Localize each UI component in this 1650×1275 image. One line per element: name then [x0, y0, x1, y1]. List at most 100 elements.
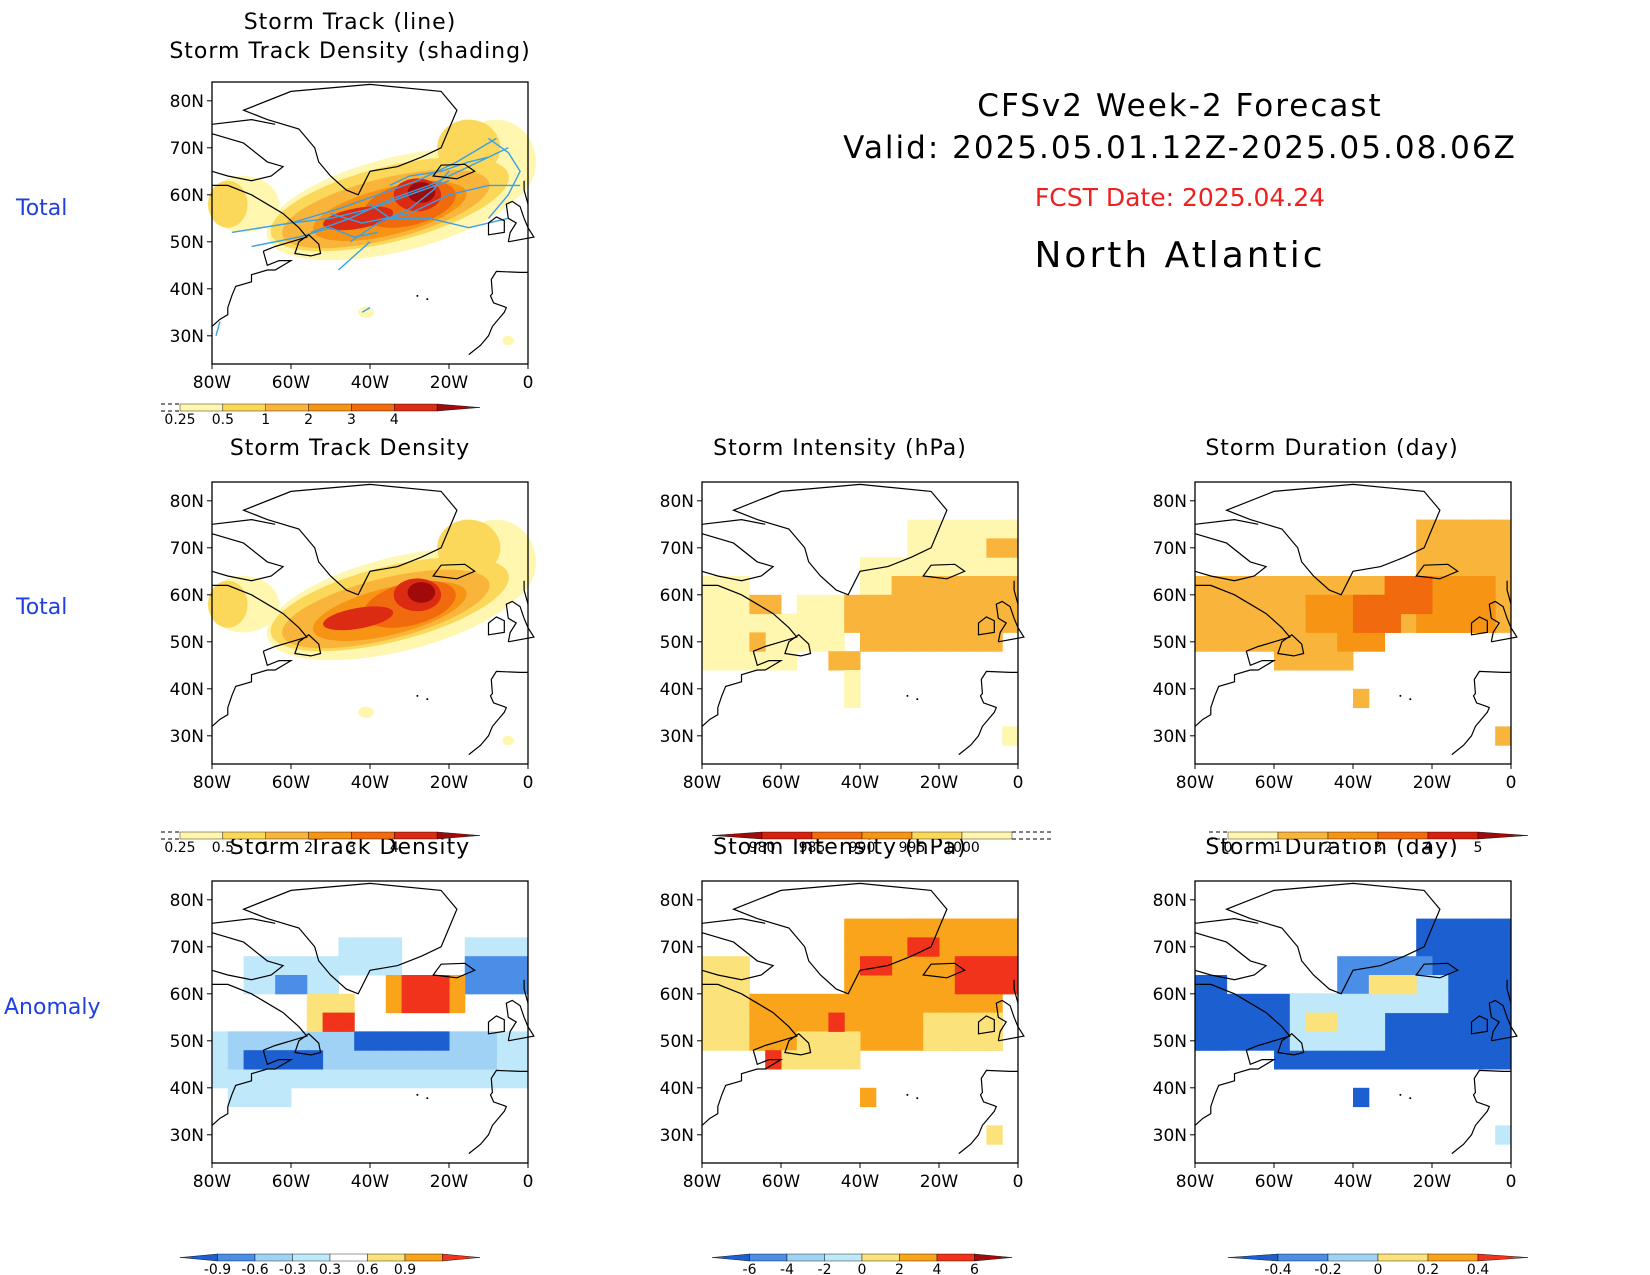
lon-tick-label: 80W	[1176, 1172, 1215, 1192]
lat-tick-label: 50N	[170, 1032, 204, 1052]
lat-tick-label: 30N	[660, 727, 694, 747]
lon-tick-label: 80W	[193, 773, 232, 793]
colorbar-tick-label: -0.2	[1314, 1262, 1341, 1275]
lat-tick-label: 40N	[1153, 1079, 1187, 1099]
lat-tick-label: 30N	[170, 727, 204, 747]
colorbar-tick-label: 2	[1324, 840, 1333, 856]
colorbar-intensity-total: 980 985 990 995 1000	[711, 831, 1052, 856]
lon-tick-label: 60W	[1255, 1172, 1294, 1192]
lat-tick-label: 80N	[660, 891, 694, 911]
panel-title-duration-total: Storm Duration (day)	[1205, 436, 1459, 461]
figure-title-line2: Valid: 2025.05.01.12Z-2025.05.08.06Z	[843, 130, 1517, 166]
colorbar-density-total: 0.25 0.5 1 2 3 4	[160, 831, 481, 856]
lat-tick-label: 80N	[1153, 492, 1187, 512]
row-label-total-1: Total	[16, 196, 68, 221]
lat-tick-label: 70N	[170, 539, 204, 559]
colorbar-tick-label: 985	[799, 840, 826, 856]
colorbar-tick-label: 2	[895, 1262, 904, 1275]
lat-tick-label: 80N	[660, 492, 694, 512]
colorbar-tick-label: -2	[818, 1262, 832, 1275]
colorbar-tick-label: 980	[749, 840, 776, 856]
lat-tick-label: 60N	[170, 985, 204, 1005]
panel-title-density-total: Storm Track Density	[229, 436, 471, 461]
colorbar-tick-label: -0.3	[279, 1262, 306, 1275]
lat-tick-label: 60N	[660, 586, 694, 606]
lon-tick-label: 20W	[920, 773, 959, 793]
lat-tick-label: 50N	[660, 633, 694, 653]
colorbar-tick-label: 0	[1374, 1262, 1383, 1275]
lat-tick-label: 40N	[660, 680, 694, 700]
lat-tick-label: 70N	[1153, 938, 1187, 958]
lon-tick-label: 40W	[351, 1172, 390, 1192]
lon-tick-label: 80W	[683, 1172, 722, 1192]
colorbar-tick-label: 0.5	[212, 412, 234, 428]
lon-tick-label: 60W	[762, 1172, 801, 1192]
colorbar-tick-label: 0.3	[319, 1262, 341, 1275]
lat-tick-label: 60N	[660, 985, 694, 1005]
lat-tick-label: 70N	[1153, 539, 1187, 559]
lat-tick-label: 60N	[1153, 985, 1187, 1005]
lat-tick-label: 30N	[1153, 727, 1187, 747]
colorbar-tick-label: 990	[849, 840, 876, 856]
lat-tick-label: 50N	[170, 233, 204, 253]
lat-tick-label: 80N	[170, 92, 204, 112]
gridded-shading	[702, 519, 1019, 746]
colorbar-tick-label: 0.5	[212, 840, 234, 856]
colorbar-tick-label: 0.4	[1467, 1262, 1489, 1275]
lon-tick-label: 40W	[351, 373, 390, 393]
colorbar-tick-label: 4	[933, 1262, 942, 1275]
lon-tick-label: 80W	[193, 1172, 232, 1192]
colorbar-tick-label: 0	[1224, 840, 1233, 856]
lat-tick-label: 50N	[660, 1032, 694, 1052]
panel-title-track-line1: Storm Track (line)	[243, 10, 457, 35]
colorbar-tick-label: 4	[1424, 840, 1433, 856]
lon-tick-label: 0	[523, 373, 534, 393]
lat-tick-label: 70N	[170, 139, 204, 159]
lon-tick-label: 20W	[430, 373, 469, 393]
colorbar-intensity-anomaly: -6 -4 -2 0 2 4 6	[711, 1253, 1013, 1275]
lat-tick-label: 80N	[170, 891, 204, 911]
colorbar-tick-label: -6	[743, 1262, 757, 1275]
panel-title-intensity-total: Storm Intensity (hPa)	[713, 436, 967, 461]
map-intensity-total: 80N 70N 60N 50N 40N 30N 80W 60W 40W 20W 0	[660, 481, 1025, 793]
lat-tick-label: 50N	[1153, 1032, 1187, 1052]
lon-tick-label: 60W	[762, 773, 801, 793]
panel-title-track-line2: Storm Track Density (shading)	[169, 39, 531, 64]
map-intensity-anomaly: 80N 70N 60N 50N 40N 30N 80W 60W 40W 20W 0	[660, 880, 1025, 1192]
lat-tick-label: 40N	[170, 280, 204, 300]
colorbar-tick-label: 1	[261, 412, 270, 428]
lon-tick-label: 40W	[1334, 773, 1373, 793]
lon-tick-label: 60W	[272, 773, 311, 793]
colorbar-tick-label: -4	[780, 1262, 794, 1275]
colorbar-tick-label: 0.25	[164, 840, 195, 856]
gridded-shading	[1195, 918, 1512, 1145]
lon-tick-label: 80W	[1176, 773, 1215, 793]
lon-tick-label: 80W	[683, 773, 722, 793]
colorbar-density-anomaly: -0.9 -0.6 -0.3 0.3 0.6 0.9	[179, 1253, 481, 1275]
colorbar-tick-label: 3	[1374, 840, 1383, 856]
lon-tick-label: 20W	[920, 1172, 959, 1192]
colorbar-tick-label: 995	[899, 840, 926, 856]
colorbar-tick-label: 1	[1274, 840, 1283, 856]
lat-tick-label: 50N	[170, 633, 204, 653]
lon-tick-label: 80W	[193, 373, 232, 393]
lat-tick-label: 70N	[170, 938, 204, 958]
lon-tick-label: 20W	[430, 1172, 469, 1192]
gridded-shading	[702, 918, 1019, 1145]
lat-tick-label: 30N	[660, 1126, 694, 1146]
lat-tick-label: 60N	[1153, 586, 1187, 606]
colorbar-tick-label: 3	[347, 840, 356, 856]
colorbar-duration-total: 0 1 2 3 4 5	[1208, 831, 1529, 856]
map-duration-anomaly: 80N 70N 60N 50N 40N 30N 80W 60W 40W 20W 0	[1153, 880, 1518, 1192]
colorbar-tick-label: 0	[858, 1262, 867, 1275]
colorbar-tick-label: 2	[304, 412, 313, 428]
forecast-date: FCST Date: 2025.04.24	[1034, 183, 1326, 212]
colorbar-tick-label: 0.2	[1417, 1262, 1439, 1275]
lat-tick-label: 50N	[1153, 633, 1187, 653]
lat-tick-label: 70N	[660, 938, 694, 958]
colorbar-tick-label: 0.9	[394, 1262, 416, 1275]
lon-tick-label: 0	[1506, 773, 1517, 793]
lon-tick-label: 40W	[1334, 1172, 1373, 1192]
colorbar-tick-label: 1000	[944, 840, 980, 856]
lat-tick-label: 70N	[660, 539, 694, 559]
